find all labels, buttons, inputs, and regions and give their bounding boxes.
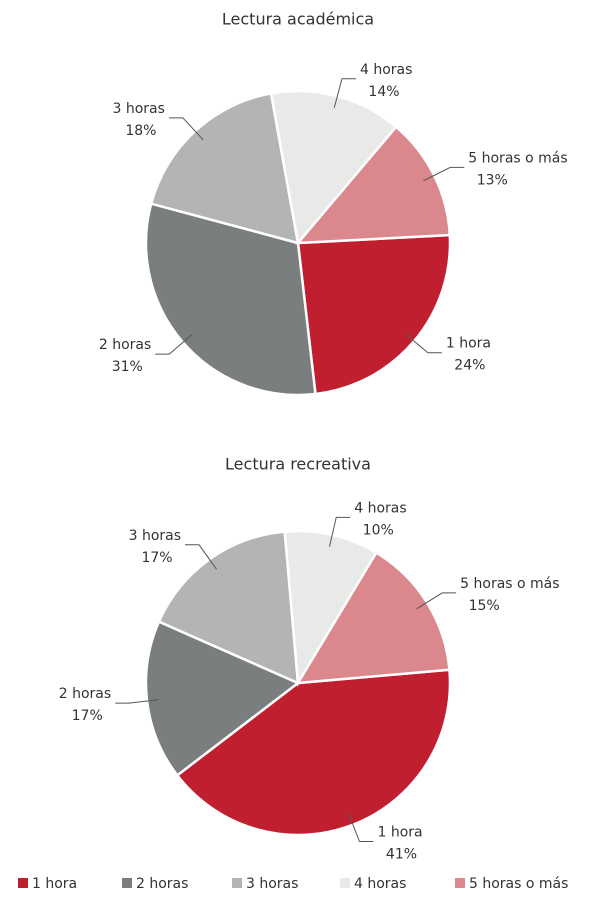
slice-value-label: 31% xyxy=(112,359,143,375)
leader-line xyxy=(416,592,457,610)
slice-value-label: 41% xyxy=(386,846,417,862)
legend-swatch xyxy=(232,878,242,888)
legend-label: 1 hora xyxy=(32,876,77,892)
leader-line xyxy=(333,78,356,108)
slice-label: 2 horas xyxy=(59,686,111,702)
leader-line xyxy=(423,166,465,182)
slice-value-label: 14% xyxy=(368,84,399,100)
slice-value-label: 17% xyxy=(141,550,172,566)
legend-label: 4 horas xyxy=(354,876,406,892)
legend-swatch xyxy=(340,878,350,888)
slice-value-label: 13% xyxy=(477,172,508,188)
slice-value-label: 15% xyxy=(469,598,500,614)
leader-line xyxy=(348,813,374,842)
legend-label: 5 horas o más xyxy=(469,876,568,892)
slice-value-label: 17% xyxy=(72,708,103,724)
chart-title: Lectura académica xyxy=(222,10,374,29)
slice-value-label: 24% xyxy=(454,358,485,374)
slice-label: 2 horas xyxy=(99,337,151,353)
slice-label: 3 horas xyxy=(129,528,181,544)
slice-value-label: 10% xyxy=(363,522,394,538)
chart-title: Lectura recreativa xyxy=(225,455,371,474)
leader-line xyxy=(404,332,442,354)
legend-swatch xyxy=(122,878,132,888)
leader-line xyxy=(329,516,351,547)
leader-line xyxy=(155,334,193,355)
slice-label: 3 horas xyxy=(112,101,164,117)
slice-label: 1 hora xyxy=(377,824,422,840)
legend-label: 2 horas xyxy=(136,876,188,892)
leader-line xyxy=(115,699,160,704)
slice-label: 1 hora xyxy=(446,336,491,352)
pie-slice xyxy=(296,233,452,396)
slice-label: 4 horas xyxy=(354,500,406,516)
leader-line xyxy=(185,544,217,570)
legend-label: 3 horas xyxy=(246,876,298,892)
slice-label: 5 horas o más xyxy=(460,576,559,592)
leader-line xyxy=(168,117,204,141)
slice-label: 4 horas xyxy=(360,62,412,78)
legend-swatch xyxy=(18,878,28,888)
slice-value-label: 18% xyxy=(125,123,156,139)
legend-swatch xyxy=(455,878,465,888)
slice-label: 5 horas o más xyxy=(468,150,567,166)
